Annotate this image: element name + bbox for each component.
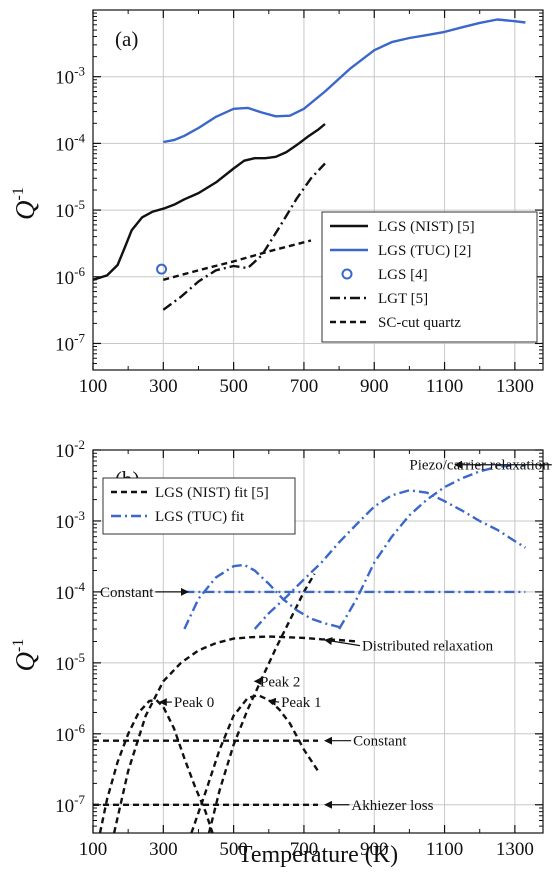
x-tick-label: 100 (79, 839, 108, 860)
y-tick-base: 10 (55, 441, 74, 462)
fit-curve-7 (183, 563, 340, 630)
x-tick-label: 100 (79, 376, 108, 397)
y-tick-base: 10 (55, 583, 74, 604)
legend-entry: LGS (TUC) [2] (378, 243, 471, 259)
y-tick-base: 10 (55, 796, 74, 817)
x-tick-label: 900 (360, 839, 389, 860)
y-tick-exponent: -6 (74, 264, 85, 279)
y-axis-title: Q-1 (10, 187, 40, 220)
y-tick-base: 10 (55, 68, 74, 89)
y-tick-label: 10-7 (55, 330, 85, 355)
y-tick-base: 10 (55, 725, 74, 746)
y-tick-label: 10-5 (55, 197, 85, 222)
annotation-label: Peak 2 (260, 674, 300, 690)
panel-label: (a) (115, 27, 138, 51)
y-tick-exponent: -4 (74, 130, 85, 145)
fit-curve-8 (253, 489, 527, 630)
y-tick-label: 10-5 (55, 650, 85, 675)
y-tick-exponent: -7 (74, 330, 85, 345)
annotation-arrow (324, 637, 361, 647)
y-axis-title-exponent: -1 (10, 639, 27, 652)
y-tick-label: 10-7 (55, 792, 85, 817)
x-tick-label: 1100 (426, 376, 463, 397)
y-axis-title-exponent: -1 (10, 187, 27, 200)
fit-curve-9 (338, 464, 526, 630)
x-axis-title: Temperature (K) (238, 842, 398, 868)
y-tick-label: 10-3 (55, 64, 85, 89)
x-tick-label: 1300 (496, 839, 534, 860)
y-tick-base: 10 (55, 334, 74, 355)
series-line-1 (163, 18, 526, 144)
y-tick-label: 10-6 (55, 721, 85, 746)
y-tick-exponent: -7 (74, 792, 85, 807)
x-tick-label: 500 (219, 839, 248, 860)
y-tick-exponent: -3 (74, 508, 85, 523)
annotation-label: Distributed relaxation (362, 639, 494, 655)
y-tick-exponent: -4 (74, 579, 85, 594)
x-tick-label: 1300 (496, 376, 534, 397)
data-layer (93, 464, 527, 833)
legend-swatch (341, 268, 353, 280)
x-tick-label: 700 (290, 376, 319, 397)
fit-curve-2 (112, 635, 357, 833)
y-tick-exponent: -3 (74, 64, 85, 79)
annotation-label: Peak 1 (281, 695, 321, 711)
legend-entry: LGT [5] (378, 291, 428, 307)
x-tick-label: 1100 (426, 839, 463, 860)
annotation-arrow (267, 697, 280, 706)
y-tick-label: 10-4 (55, 579, 85, 604)
x-tick-label: 500 (219, 376, 248, 397)
annotation-label: Piezo/carrier relaxation (409, 458, 550, 474)
y-tick-base: 10 (55, 512, 74, 533)
fit-curve-0 (98, 698, 214, 833)
legend-entry: LGS [4] (378, 267, 428, 283)
y-tick-base: 10 (55, 268, 74, 289)
y-tick-exponent: -5 (74, 650, 85, 665)
y-tick-label: 10-3 (55, 508, 85, 533)
y-axis-title-base: Q (10, 201, 40, 221)
y-tick-exponent: -6 (74, 721, 85, 736)
x-tick-label: 300 (149, 839, 178, 860)
y-tick-base: 10 (55, 654, 74, 675)
series-line-4 (162, 239, 312, 281)
series-line-3 (162, 162, 326, 311)
y-tick-label: 10-2 (55, 437, 85, 462)
annotation-label: Constant (100, 585, 154, 601)
fit-curve-1 (190, 694, 320, 833)
legend-entry: SC-cut quartz (378, 315, 461, 331)
legend-entry: LGS (TUC) fit (155, 509, 245, 525)
y-tick-base: 10 (55, 201, 74, 222)
data-layer (93, 18, 526, 311)
x-tick-label: 300 (149, 376, 178, 397)
y-axis-title: Q-1 (10, 639, 40, 672)
y-axis-title-base: Q (10, 652, 40, 672)
x-tick-label: 900 (360, 376, 389, 397)
annotation-label: Peak 0 (174, 695, 214, 711)
legend-entry: LGS (NIST) fit [5] (155, 485, 269, 501)
annotation-label: Constant (353, 734, 407, 750)
y-tick-base: 10 (55, 134, 74, 155)
legend-entry: LGS (NIST) [5] (378, 219, 475, 235)
legend-box (102, 477, 296, 535)
y-tick-label: 10-6 (55, 264, 85, 289)
y-tick-label: 10-4 (55, 130, 85, 155)
y-tick-exponent: -2 (74, 437, 85, 452)
annotation-label: Akhiezer loss (351, 798, 433, 814)
fit-curve-3 (207, 573, 316, 833)
series-line-0 (93, 123, 326, 281)
y-tick-exponent: -5 (74, 197, 85, 212)
legend-box (321, 211, 538, 343)
series-point-lgs-4 (156, 263, 168, 275)
x-tick-label: 700 (290, 839, 319, 860)
